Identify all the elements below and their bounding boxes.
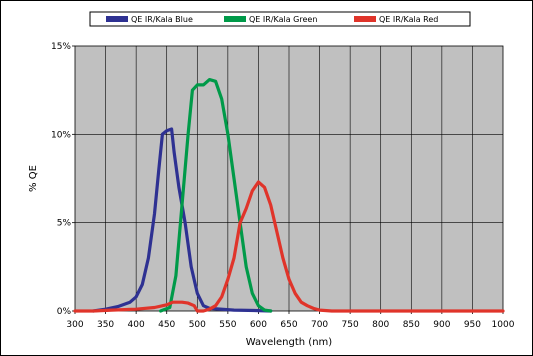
y-tick-label: 5%: [57, 219, 72, 229]
x-tick-label: 750: [342, 320, 359, 330]
x-tick-label: 550: [219, 320, 236, 330]
series-line-red: [73, 180, 505, 313]
x-tick-label: 350: [97, 320, 114, 330]
y-axis-title: % QE: [28, 165, 39, 192]
y-tick-label: 10%: [51, 130, 71, 140]
x-tick-label: 600: [250, 320, 267, 330]
legend-swatch-red: [354, 16, 376, 22]
legend-item-red: QE IR/Kala Red: [354, 15, 438, 24]
x-tick-label: 300: [66, 320, 83, 330]
y-tick-label: 0%: [57, 307, 72, 317]
x-tick-label: 1000: [492, 320, 515, 330]
legend-item-green: QE IR/Kala Green: [224, 15, 317, 24]
x-tick-label: 450: [158, 320, 175, 330]
x-tick-label: 400: [128, 320, 145, 330]
series-line-green: [159, 77, 273, 313]
x-tick-label: 900: [433, 320, 450, 330]
x-tick-label: 950: [464, 320, 481, 330]
legend-label-red: QE IR/Kala Red: [379, 15, 438, 24]
legend-item-blue: QE IR/Kala Blue: [106, 15, 193, 24]
series-line-blue: [91, 127, 273, 313]
x-tick-label: 650: [280, 320, 297, 330]
grid-layer: [75, 46, 503, 311]
legend-swatch-blue: [106, 16, 128, 22]
x-tick-label: 700: [311, 320, 328, 330]
series-layer: [73, 77, 505, 313]
legend: QE IR/Kala Blue QE IR/Kala Green QE IR/K…: [89, 11, 471, 27]
legend-box: [89, 11, 471, 27]
x-axis-title: Wavelength (nm): [246, 337, 332, 348]
x-tick-labels: 300 350 400 450 500 550 600 650 700 750 800 850 900 9…: [66, 311, 515, 330]
legend-swatch-green: [224, 16, 246, 22]
legend-label-blue: QE IR/Kala Blue: [131, 15, 193, 24]
legend-label-green: QE IR/Kala Green: [249, 15, 317, 24]
y-tick-label: 15%: [51, 42, 71, 52]
x-tick-label: 850: [403, 320, 420, 330]
x-tick-label: 800: [372, 320, 389, 330]
x-tick-label: 500: [189, 320, 206, 330]
